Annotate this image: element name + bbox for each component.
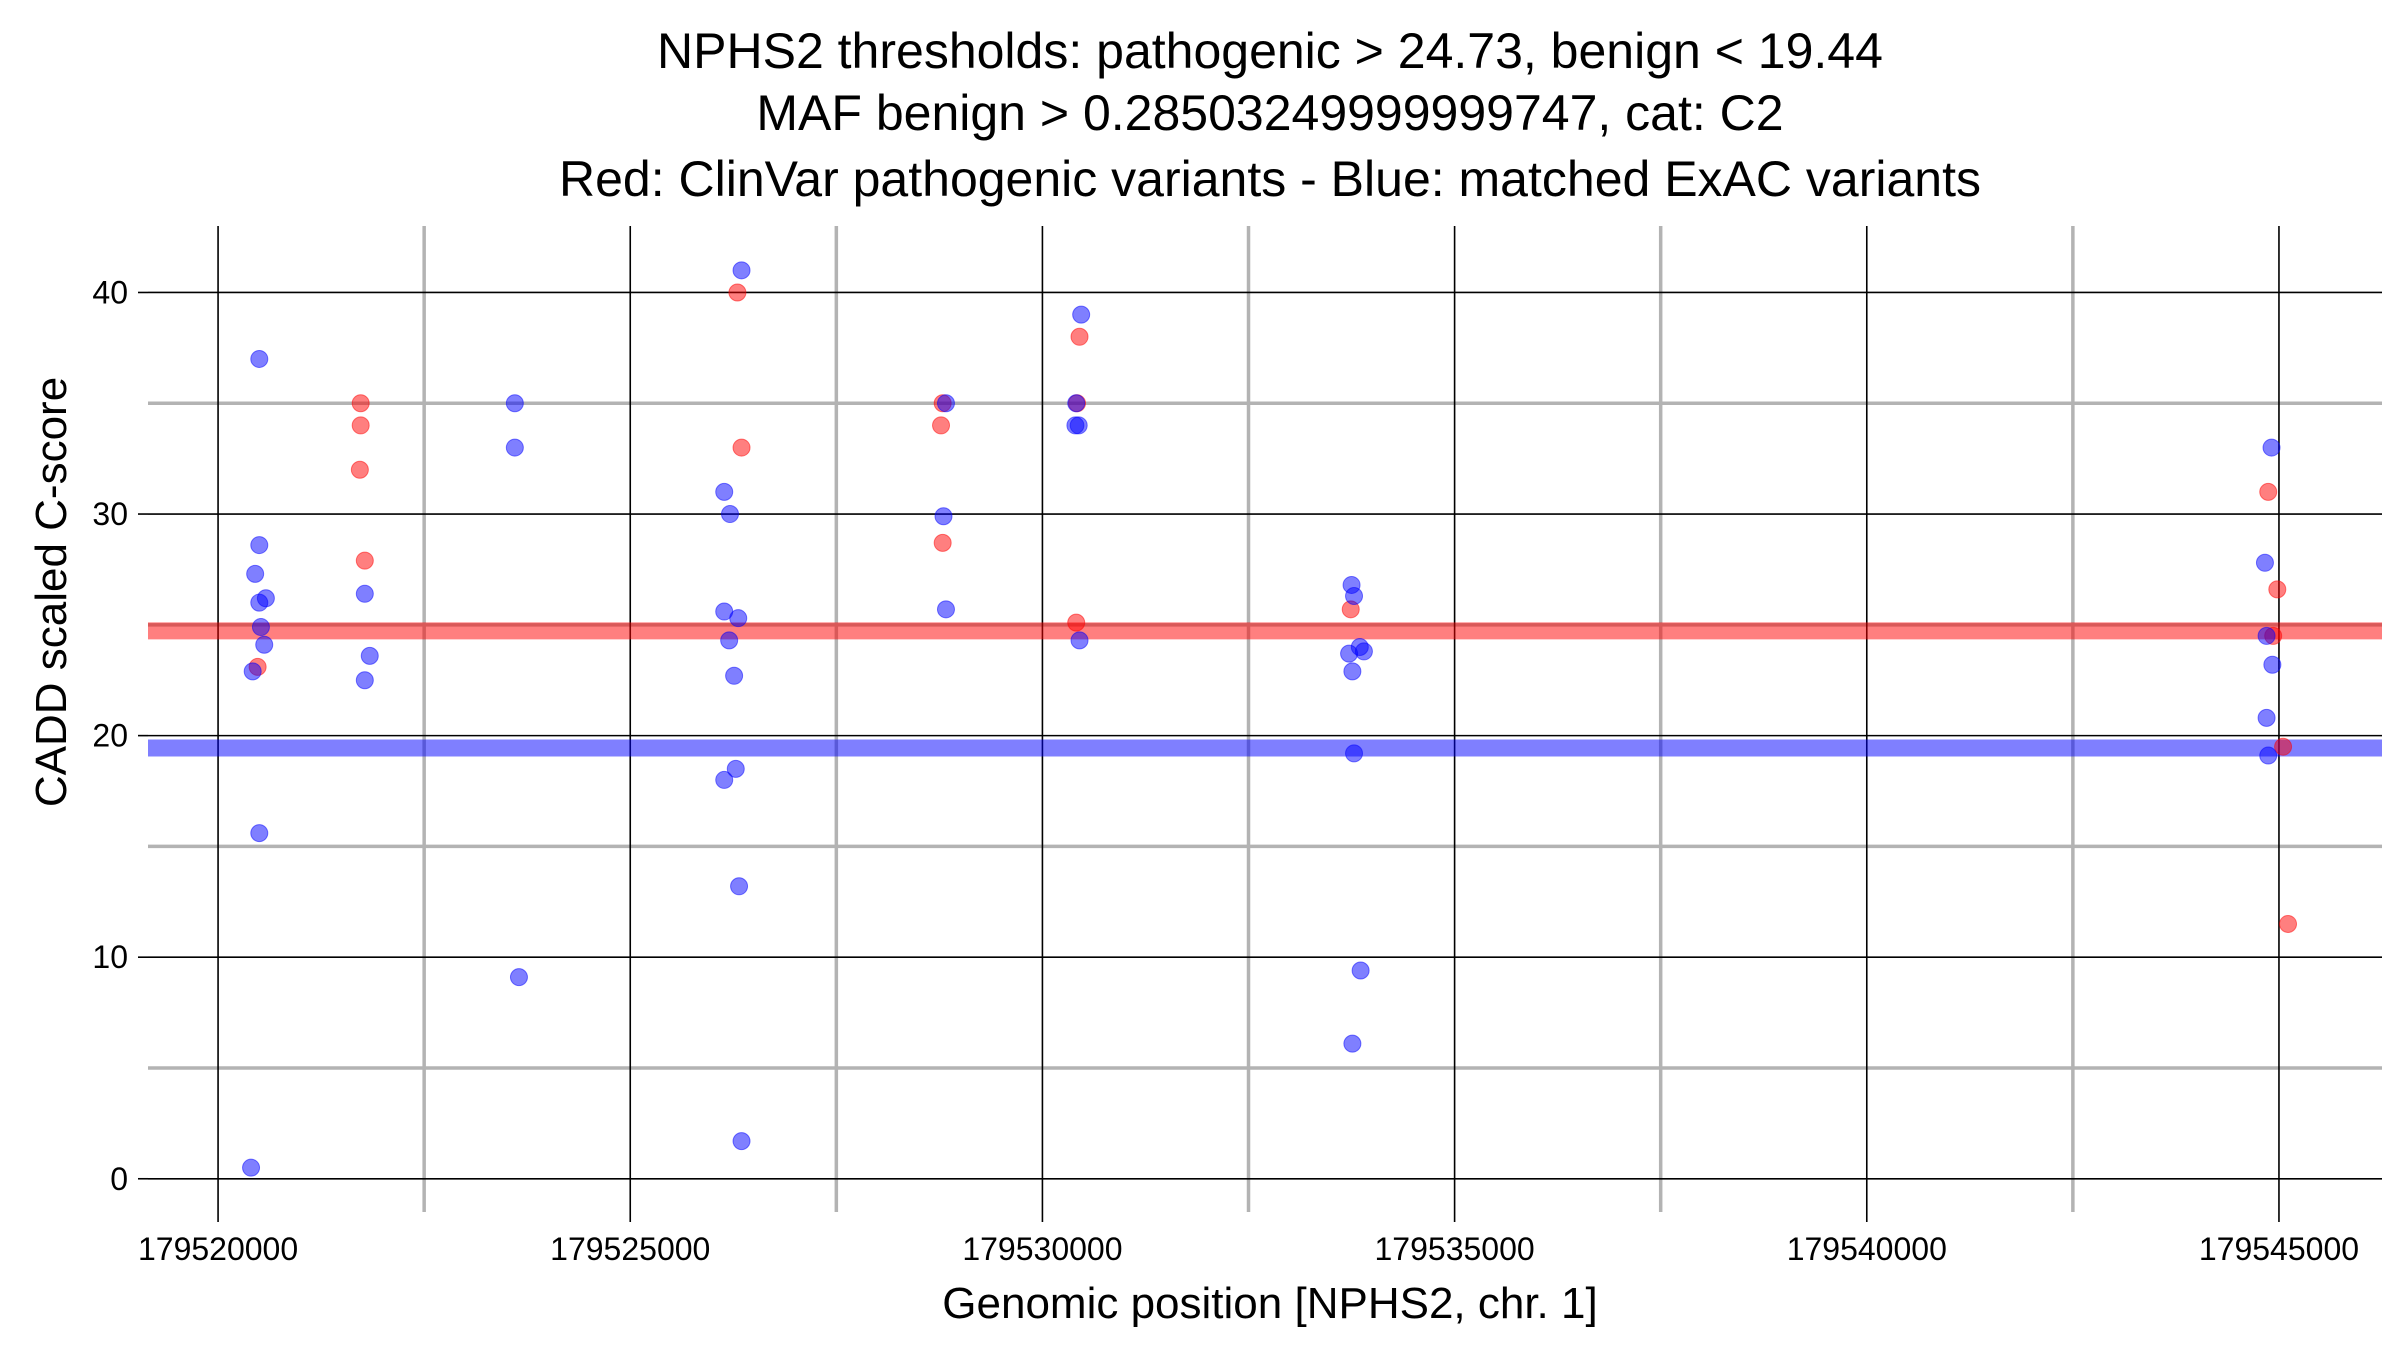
data-point-series-0 (933, 533, 952, 552)
data-point-series-1 (726, 759, 745, 778)
data-point-series-1 (355, 584, 374, 603)
y-tick-label: 30 (92, 496, 128, 532)
data-point-series-1 (1069, 416, 1088, 435)
x-tick-label: 179520000 (138, 1231, 298, 1267)
data-point-series-0 (351, 394, 370, 413)
data-point-series-1 (2263, 655, 2282, 674)
data-point-series-1 (2257, 626, 2276, 645)
minor-gridlines (148, 226, 2382, 1212)
chart-title: NPHS2 thresholds: pathogenic > 24.73, be… (559, 23, 1981, 207)
data-point-series-1 (1354, 642, 1373, 661)
title-line-1: NPHS2 thresholds: pathogenic > 24.73, be… (657, 23, 1883, 79)
title-line-2: MAF benign > 0.28503249999999747, cat: C… (756, 85, 1783, 141)
data-point-series-1 (246, 564, 265, 583)
data-point-series-0 (355, 551, 374, 570)
data-point-series-1 (505, 394, 524, 413)
title-line-3: Red: ClinVar pathogenic variants - Blue:… (559, 151, 1981, 207)
data-point-series-0 (1070, 327, 1089, 346)
data-point-series-0 (1067, 613, 1086, 632)
data-point-series-1 (730, 877, 749, 896)
data-point-series-1 (256, 589, 275, 608)
data-point-series-1 (1345, 744, 1364, 763)
data-point-series-1 (934, 507, 953, 526)
data-point-series-1 (355, 671, 374, 690)
data-point-series-1 (2259, 746, 2278, 765)
data-point-series-1 (732, 261, 751, 280)
data-point-series-1 (505, 438, 524, 457)
y-axis-title: CADD scaled C-score (27, 377, 76, 807)
data-point-series-1 (732, 1132, 751, 1151)
y-tick-label: 40 (92, 274, 128, 310)
data-point-series-1 (250, 824, 269, 843)
threshold-bands (148, 622, 2382, 757)
data-point-series-1 (720, 505, 739, 524)
x-tick-label: 179535000 (1375, 1231, 1535, 1267)
x-tick-label: 179545000 (2199, 1231, 2359, 1267)
data-point-series-0 (351, 416, 370, 435)
data-point-series-1 (715, 482, 734, 501)
data-point-series-0 (350, 460, 369, 479)
data-point-series-1 (2257, 708, 2276, 727)
data-point-series-0 (2274, 737, 2293, 756)
data-point-series-1 (250, 536, 269, 555)
data-point-series-1 (1351, 961, 1370, 980)
x-axis-title: Genomic position [NPHS2, chr. 1] (942, 1279, 1597, 1328)
data-point-series-1 (720, 631, 739, 650)
y-tick-label: 10 (92, 939, 128, 975)
x-tick-label: 179540000 (1787, 1231, 1947, 1267)
data-point-series-1 (936, 394, 955, 413)
data-point-series-1 (1343, 1034, 1362, 1053)
data-points (242, 261, 2298, 1177)
data-point-series-1 (725, 666, 744, 685)
x-tick-label: 179525000 (550, 1231, 710, 1267)
data-point-series-1 (251, 618, 270, 637)
data-point-series-1 (936, 600, 955, 619)
data-point-series-1 (509, 968, 528, 987)
data-point-series-1 (1070, 631, 1089, 650)
data-point-series-1 (1343, 662, 1362, 681)
y-tick-label: 0 (110, 1161, 128, 1197)
data-point-series-1 (360, 646, 379, 665)
data-point-series-0 (932, 416, 951, 435)
data-point-series-1 (250, 349, 269, 368)
data-point-series-1 (729, 609, 748, 628)
data-point-series-1 (715, 770, 734, 789)
data-point-series-1 (1345, 587, 1364, 606)
axis-ticks: 179520000 179525000 179530000 179535000 1795… (92, 274, 2359, 1267)
data-point-series-1 (1072, 305, 1091, 324)
data-point-series-0 (732, 438, 751, 457)
data-point-series-0 (2268, 580, 2287, 599)
major-gridlines (148, 226, 2382, 1212)
data-point-series-1 (1067, 394, 1086, 413)
data-point-series-1 (242, 1158, 261, 1177)
y-tick-label: 20 (92, 718, 128, 754)
data-point-series-1 (2255, 553, 2274, 572)
data-point-series-0 (2259, 482, 2278, 501)
data-point-series-1 (255, 635, 274, 654)
data-point-series-0 (728, 283, 747, 302)
x-tick-label: 179530000 (962, 1231, 1122, 1267)
data-point-series-0 (2279, 914, 2298, 933)
data-point-series-1 (2262, 438, 2281, 457)
data-point-series-1 (1340, 644, 1359, 663)
data-point-series-1 (243, 662, 262, 681)
